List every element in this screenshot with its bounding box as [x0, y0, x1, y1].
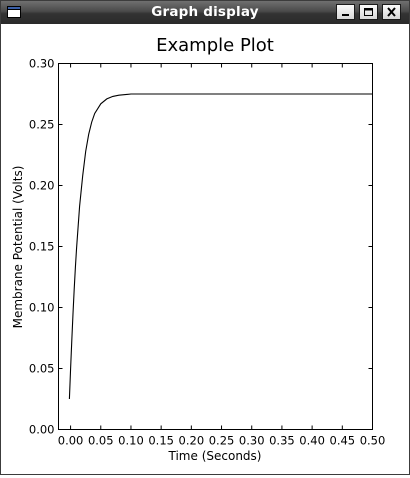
x-tick-label: 0.35	[269, 434, 295, 448]
series-line	[68, 93, 373, 400]
close-button[interactable]	[382, 4, 401, 20]
window-icon[interactable]	[7, 6, 21, 18]
x-tick-label: 0.15	[148, 434, 174, 448]
x-tick-label: 0.40	[299, 434, 325, 448]
y-tick-label: 0.25	[29, 118, 55, 132]
y-tick-label: 0.05	[29, 362, 55, 376]
x-tick-label: 0.05	[88, 434, 114, 448]
x-tick-label: 0.10	[118, 434, 144, 448]
x-tick-label: 0.00	[58, 434, 84, 448]
y-tick-label: 0.30	[29, 57, 55, 71]
minimize-icon	[342, 14, 349, 16]
x-tick-label: 0.45	[330, 434, 356, 448]
x-tick-label: 0.20	[179, 434, 205, 448]
x-tick-label: 0.25	[209, 434, 235, 448]
maximize-button[interactable]	[359, 4, 378, 20]
minimize-button[interactable]	[336, 4, 355, 20]
close-icon	[387, 7, 396, 17]
y-tick-label: 0.00	[29, 423, 55, 437]
plot-area: Example Plot Membrane Potential (Volts) …	[1, 24, 409, 474]
y-tick-label: 0.15	[29, 240, 55, 254]
chart-title: Example Plot	[156, 35, 274, 56]
plot-frame	[58, 63, 373, 430]
x-axis-label: Time (Seconds)	[168, 449, 262, 463]
maximize-icon	[364, 8, 373, 16]
y-axis-label: Membrane Potential (Volts)	[11, 166, 25, 329]
x-tick-label: 0.50	[360, 434, 386, 448]
series-layer	[68, 93, 373, 400]
line-chart: Example Plot Membrane Potential (Volts) …	[11, 35, 385, 463]
window-title: Graph display	[151, 4, 259, 20]
x-tick-label: 0.30	[239, 434, 265, 448]
title-bar[interactable]: Graph display	[1, 1, 409, 24]
axis-ticks: 0.00 0.05 0.10 0.15 0.20 0.25 0.30 0.35 0.40 0.45…	[29, 57, 385, 448]
y-tick-label: 0.10	[29, 301, 55, 315]
y-tick-label: 0.20	[29, 179, 55, 193]
